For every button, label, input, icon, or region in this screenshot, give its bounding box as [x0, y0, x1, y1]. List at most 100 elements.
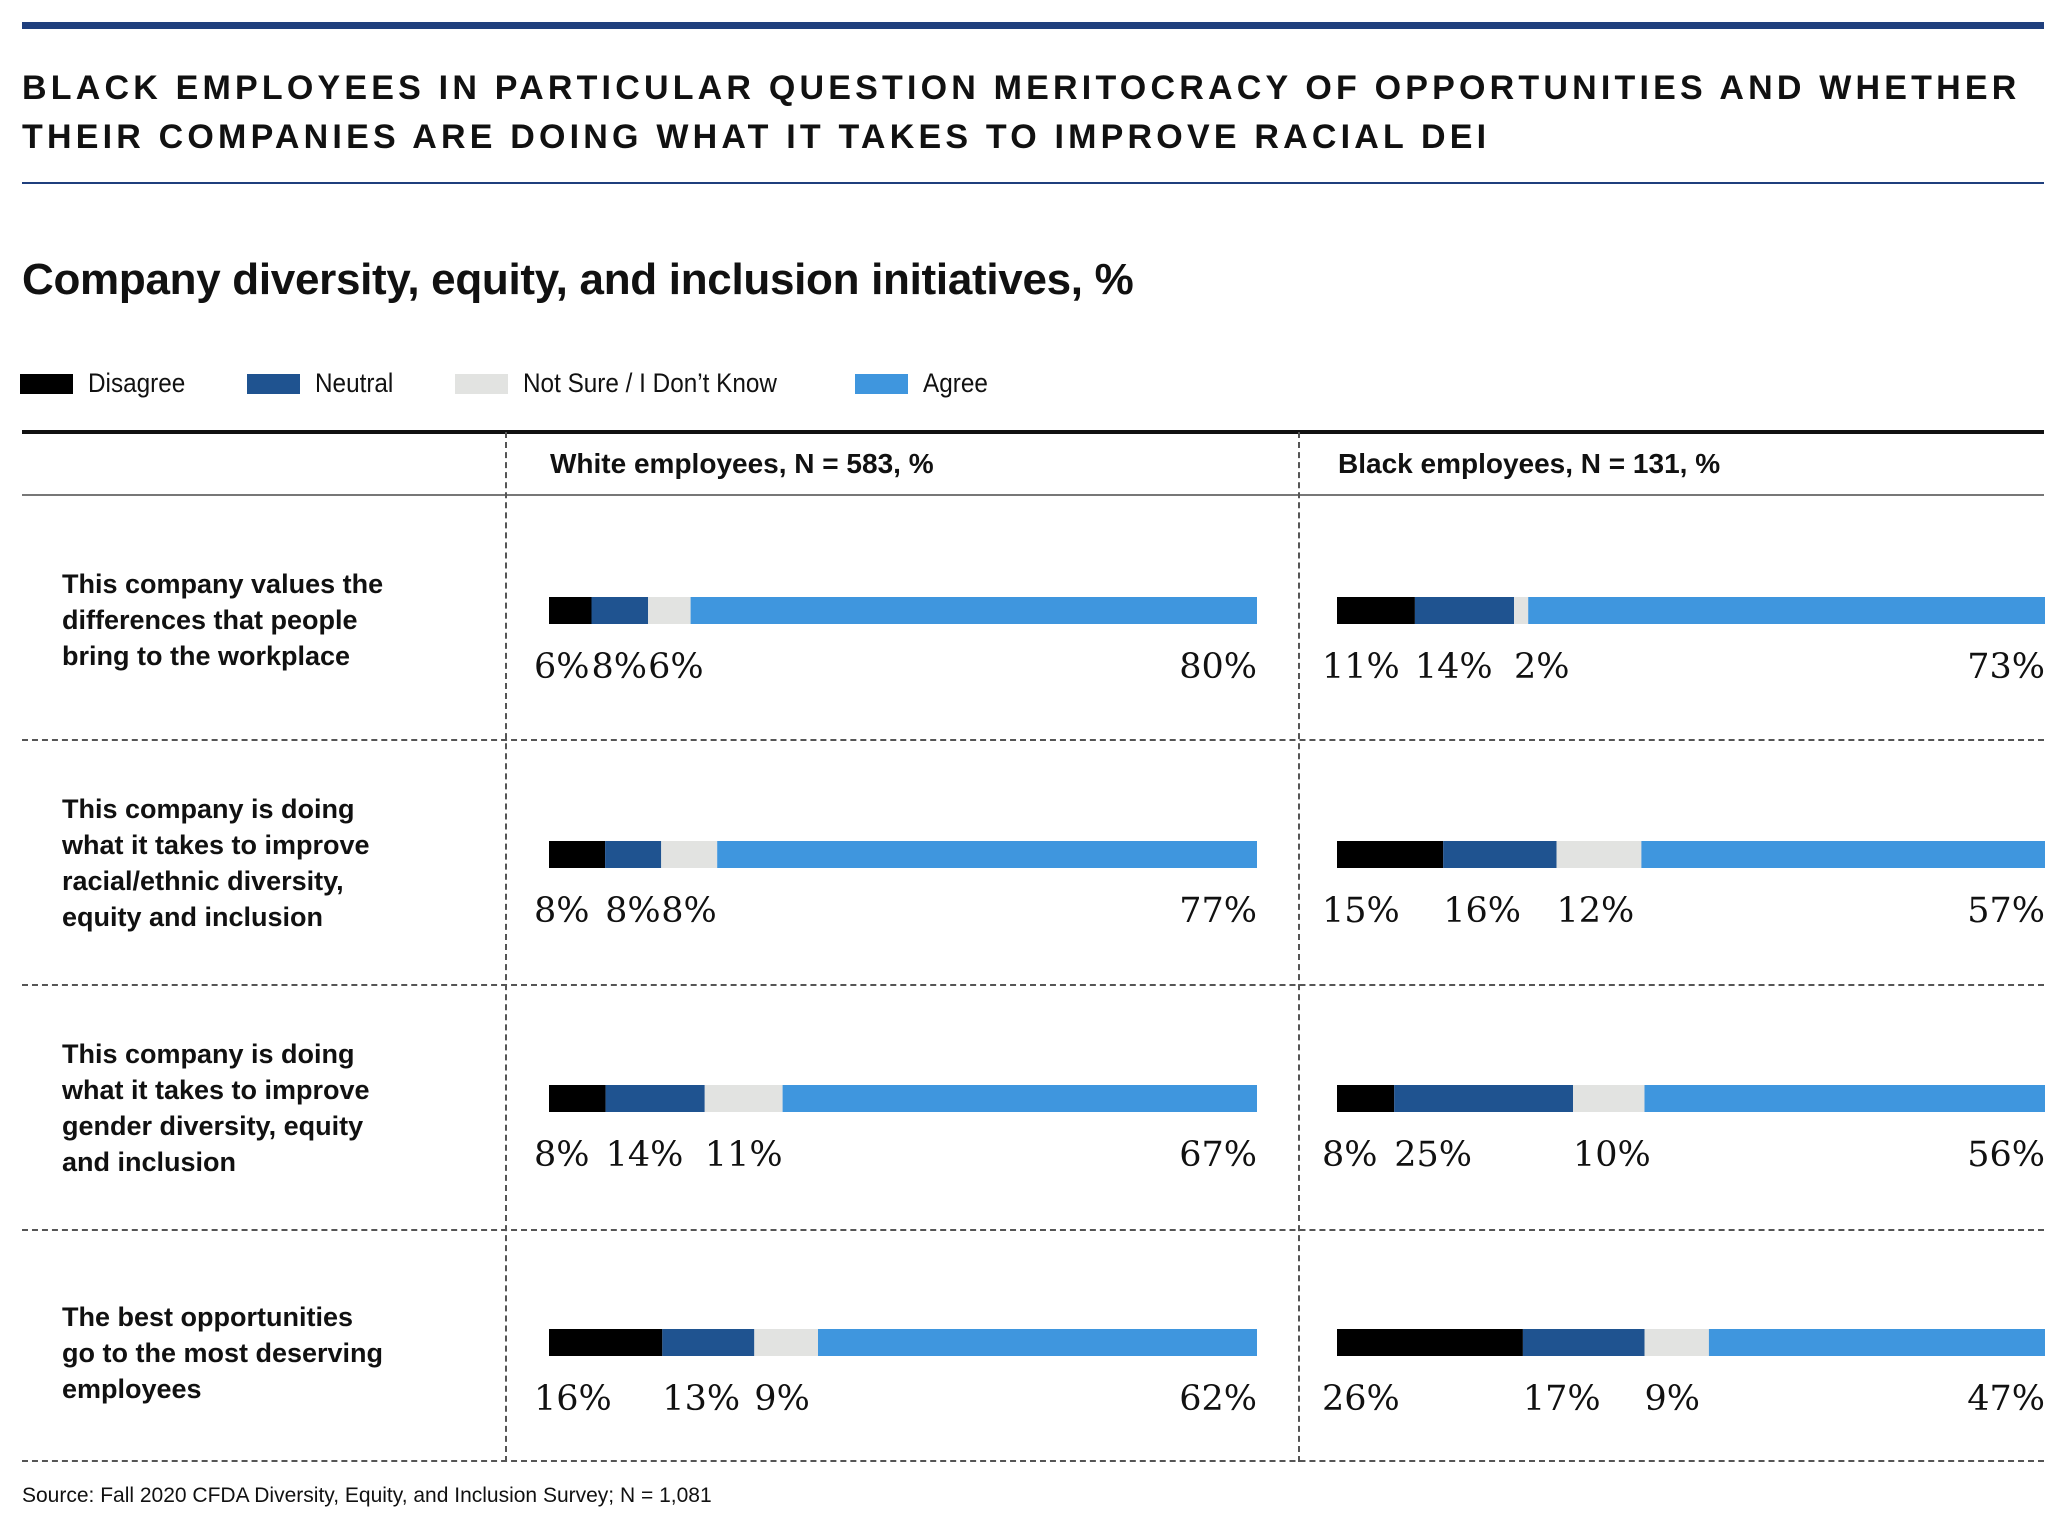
label-white-row3-not-sure: 11% — [705, 1135, 783, 1175]
header-rule — [22, 494, 2044, 496]
bar-white-row3-neutral — [605, 1085, 705, 1112]
label-white-row4-neutral: 13% — [662, 1379, 740, 1419]
table-bottom-rule — [22, 1460, 2044, 1462]
row-label-line: This company values the — [62, 569, 384, 599]
row-label-gender-dei: This company is doing what it takes to i… — [62, 1036, 502, 1180]
label-white-row3-agree: 67% — [1179, 1135, 1257, 1175]
bar-white-row1-neutral — [591, 597, 649, 624]
row-divider-1 — [22, 739, 2044, 741]
row-label-line: equity and inclusion — [62, 902, 324, 932]
row-label-line: differences that people — [62, 605, 358, 635]
column-divider-1 — [505, 432, 507, 1462]
row-label-line: what it takes to improve — [62, 830, 370, 860]
bar-black-row2-neutral — [1443, 841, 1557, 868]
label-black-row1-agree: 73% — [1967, 647, 2045, 687]
source-note: Source: Fall 2020 CFDA Diversity, Equity… — [22, 1484, 712, 1507]
bar-black-row3-neutral — [1394, 1085, 1573, 1112]
label-black-row1-not-sure: 2% — [1514, 647, 1570, 687]
row-label-line: This company is doing — [62, 1039, 355, 1069]
legend-label-agree: Agree — [923, 368, 988, 398]
row-label-line: go to the most deserving — [62, 1338, 384, 1368]
label-black-row1-neutral: 14% — [1415, 647, 1493, 687]
label-black-row3-neutral: 25% — [1394, 1135, 1472, 1175]
label-white-row1-neutral: 8% — [592, 647, 648, 687]
row-label-line: gender diversity, equity — [62, 1111, 364, 1141]
label-black-row3-not-sure: 10% — [1573, 1135, 1651, 1175]
bar-black-row1-disagree — [1337, 597, 1415, 624]
bar-black-row3-not-sure — [1573, 1085, 1645, 1112]
bar-white-row4-agree — [818, 1329, 1257, 1356]
label-white-row4-disagree: 16% — [534, 1379, 612, 1419]
row-label-line: bring to the workplace — [62, 641, 351, 671]
label-white-row2-not-sure: 8% — [661, 891, 717, 931]
legend-swatch-disagree — [20, 374, 73, 394]
legend-label-neutral: Neutral — [315, 368, 394, 398]
bar-white-row1-not-sure — [648, 597, 691, 624]
label-white-row3-neutral: 14% — [606, 1135, 684, 1175]
bar-black-row3-disagree — [1337, 1085, 1395, 1112]
headline: BLACK EMPLOYEES IN PARTICULAR QUESTION M… — [22, 64, 2022, 162]
bar-black-row1-agree — [1528, 597, 2045, 624]
bar-black-row2-not-sure — [1556, 841, 1642, 868]
bar-black-row4-neutral — [1522, 1329, 1645, 1356]
label-black-row4-disagree: 26% — [1322, 1379, 1400, 1419]
chart-title: Company diversity, equity, and inclusion… — [22, 255, 1134, 304]
bar-white-row3-agree — [782, 1085, 1257, 1112]
label-black-row2-disagree: 15% — [1322, 891, 1400, 931]
bar-white-row1-disagree — [549, 597, 592, 624]
row-divider-3 — [22, 1229, 2044, 1231]
table-top-rule — [22, 430, 2044, 434]
bar-black-row4-agree — [1708, 1329, 2045, 1356]
row-label-line: and inclusion — [62, 1147, 237, 1177]
label-black-row3-disagree: 8% — [1322, 1135, 1378, 1175]
row-label-racial-dei: This company is doing what it takes to i… — [62, 791, 502, 935]
bar-black-row4-disagree — [1337, 1329, 1523, 1356]
label-black-row4-neutral: 17% — [1523, 1379, 1601, 1419]
bar-black-row2-agree — [1641, 841, 2045, 868]
bar-white-row1-agree — [690, 597, 1257, 624]
label-black-row4-agree: 47% — [1967, 1379, 2045, 1419]
bar-black-row3-agree — [1644, 1085, 2045, 1112]
bar-white-row2-neutral — [605, 841, 662, 868]
row-label-line: what it takes to improve — [62, 1075, 370, 1105]
row-divider-2 — [22, 984, 2044, 986]
label-white-row2-agree: 77% — [1179, 891, 1257, 931]
legend-swatch-neutral — [247, 374, 300, 394]
bar-black-row1-not-sure — [1514, 597, 1529, 624]
bar-white-row2-not-sure — [661, 841, 718, 868]
legend-label-not-sure: Not Sure / I Don’t Know — [523, 368, 777, 398]
bar-white-row2-agree — [717, 841, 1257, 868]
column-divider-2 — [1298, 432, 1300, 1462]
label-black-row2-not-sure: 12% — [1557, 891, 1635, 931]
bar-black-row2-disagree — [1337, 841, 1444, 868]
row-label-line: racial/ethnic diversity, — [62, 866, 344, 896]
legend-label-disagree: Disagree — [88, 368, 186, 398]
bar-black-row1-neutral — [1414, 597, 1514, 624]
bar-white-row3-not-sure — [704, 1085, 783, 1112]
label-white-row2-disagree: 8% — [534, 891, 590, 931]
column-header-black: Black employees, N = 131, % — [1338, 448, 1721, 479]
label-white-row1-disagree: 6% — [534, 647, 590, 687]
label-white-row4-not-sure: 9% — [754, 1379, 810, 1419]
legend-swatch-agree — [855, 374, 908, 394]
label-white-row1-agree: 80% — [1179, 647, 1257, 687]
row-label-opportunities: The best opportunities go to the most de… — [62, 1299, 502, 1407]
bar-white-row2-disagree — [549, 841, 606, 868]
bar-white-row4-disagree — [549, 1329, 663, 1356]
row-label-values-differences: This company values the differences that… — [62, 566, 502, 674]
label-white-row3-disagree: 8% — [534, 1135, 590, 1175]
label-white-row4-agree: 62% — [1179, 1379, 1257, 1419]
label-black-row3-agree: 56% — [1967, 1135, 2045, 1175]
headline-line-2: THEIR COMPANIES ARE DOING WHAT IT TAKES … — [22, 118, 1491, 156]
legend-swatch-not-sure — [455, 374, 508, 394]
bar-white-row4-not-sure — [754, 1329, 818, 1356]
bar-black-row4-not-sure — [1644, 1329, 1709, 1356]
top-rule — [22, 22, 2044, 29]
row-label-line: This company is doing — [62, 794, 355, 824]
label-white-row1-not-sure: 6% — [648, 647, 704, 687]
bar-white-row3-disagree — [549, 1085, 606, 1112]
column-header-white: White employees, N = 583, % — [550, 448, 934, 479]
label-black-row2-agree: 57% — [1967, 891, 2045, 931]
label-black-row2-neutral: 16% — [1443, 891, 1521, 931]
